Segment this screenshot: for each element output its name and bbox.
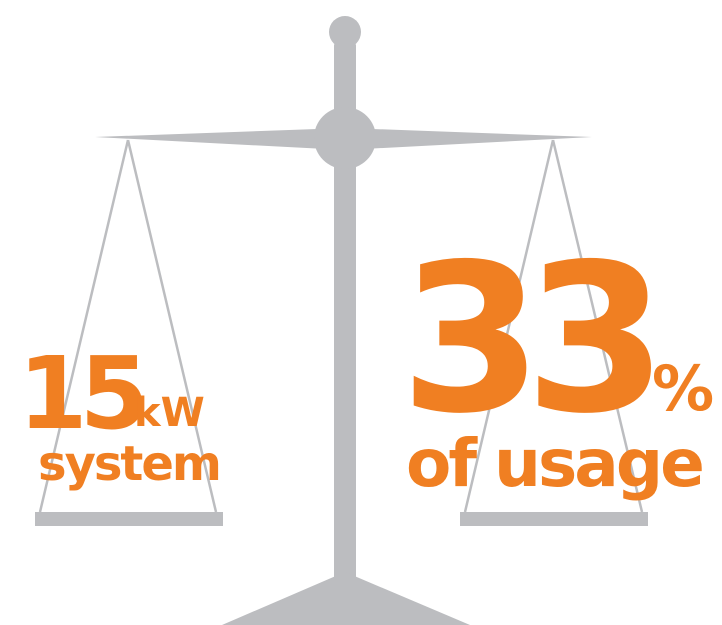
right-label: of usage — [406, 425, 702, 502]
right-number: 33 — [400, 221, 652, 459]
left-label: system — [38, 436, 220, 492]
page: 15 kW system 33 % of usage (() => { cons… — [0, 0, 722, 625]
scale-infographic: 15 kW system 33 % of usage — [0, 0, 722, 625]
left-unit: kW — [134, 390, 205, 436]
pivot — [314, 107, 376, 169]
base — [222, 572, 470, 625]
right-pan — [460, 512, 648, 526]
left-pan — [35, 512, 223, 526]
right-unit: % — [652, 352, 714, 425]
left-number: 15 — [18, 335, 143, 452]
